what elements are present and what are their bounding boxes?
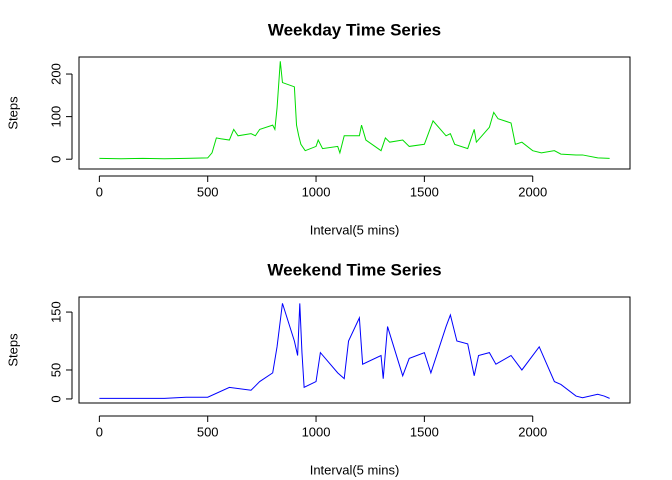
x-tick-label: 2000 (518, 184, 547, 199)
x-tick-label: 1500 (410, 184, 439, 199)
x-tick-label: 0 (96, 424, 103, 439)
y-tick-label: 200 (48, 63, 63, 85)
plot-box (78, 56, 631, 170)
y-tick-label: 0 (48, 395, 63, 402)
y-axis-label: Steps (5, 96, 20, 130)
data-line (99, 303, 610, 399)
y-tick-label: 100 (48, 106, 63, 128)
x-axis-label: Interval(5 mins) (310, 222, 400, 237)
x-tick-label: 500 (197, 424, 219, 439)
chart-title: Weekend Time Series (267, 260, 441, 279)
plot-box (78, 296, 631, 404)
x-tick-label: 1000 (302, 424, 331, 439)
chart-title: Weekday Time Series (268, 20, 441, 39)
y-tick-label: 50 (48, 363, 63, 377)
x-tick-label: 1000 (302, 184, 331, 199)
data-line (99, 61, 610, 160)
x-tick-label: 500 (197, 184, 219, 199)
y-axis-label: Steps (5, 333, 20, 367)
x-tick-label: 1500 (410, 424, 439, 439)
x-axis-label: Interval(5 mins) (310, 462, 400, 477)
y-tick-label: 150 (48, 301, 63, 323)
x-tick-label: 0 (96, 184, 103, 199)
y-tick-label: 0 (48, 156, 63, 163)
x-tick-label: 2000 (518, 424, 547, 439)
